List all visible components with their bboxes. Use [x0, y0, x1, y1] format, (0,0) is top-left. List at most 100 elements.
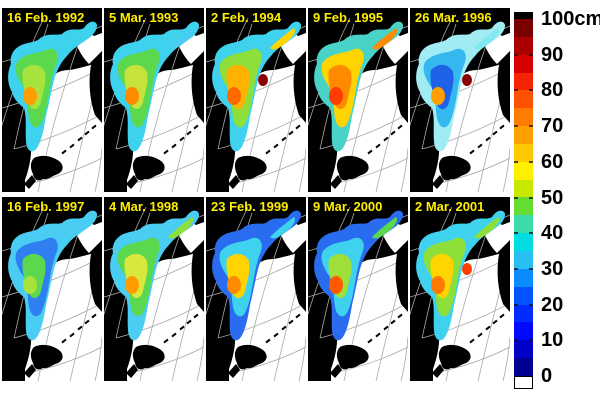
map-panel: 2 Mar. 2001 — [410, 197, 510, 381]
kuril-islands — [469, 124, 505, 155]
colorbar-segment — [514, 126, 533, 144]
sea-ice-layer — [314, 210, 404, 341]
colorbar-segment — [514, 90, 533, 109]
kuril-islands — [61, 313, 97, 344]
colorbar-segment — [514, 304, 533, 323]
base-map-svg — [410, 197, 510, 381]
sea-ice-arm — [474, 28, 500, 50]
hokkaido-peninsula-landmass — [228, 175, 240, 189]
sea-ice-hotspot-2 — [258, 263, 268, 275]
colorbar-segment — [514, 215, 533, 234]
hokkaido-landmass — [438, 344, 471, 370]
kamchatka-coast-landmass — [497, 51, 510, 123]
hokkaido-landmass — [438, 155, 471, 181]
base-map-svg — [206, 8, 306, 192]
sea-ice-layer — [8, 210, 98, 341]
sea-ice-arm — [66, 28, 92, 50]
sea-ice-hotspot-2 — [462, 74, 472, 86]
siberia-bottomleft-landmass — [104, 333, 127, 381]
colorbar-segment — [514, 268, 533, 287]
colorbar-bottom-cap — [514, 375, 533, 389]
colorbar-segment — [514, 161, 533, 180]
hokkaido-landmass — [234, 155, 267, 181]
sea-ice-layer — [416, 21, 506, 152]
map-panel: 4 Mar. 1998 — [104, 197, 204, 381]
colorbar-segment — [514, 322, 533, 341]
kamchatka-coast-landmass — [395, 51, 408, 123]
map-panel: 26 Mar. 1996 — [410, 8, 510, 192]
colorbar-tick — [529, 125, 533, 128]
siberia-bottomleft-landmass — [206, 144, 229, 192]
hokkaido-peninsula-landmass — [24, 175, 36, 189]
hokkaido-peninsula-landmass — [24, 364, 36, 378]
colorbar-tick-label: 10 — [541, 329, 564, 352]
sea-ice-hotspot-2 — [462, 263, 472, 275]
sea-ice-arm — [168, 28, 194, 50]
colorbar-tick — [529, 53, 533, 56]
panel-date-label: 4 Mar. 1998 — [109, 199, 179, 214]
sea-ice-hotspot — [329, 87, 343, 105]
siberia-bottomleft-landmass — [2, 333, 25, 381]
kamchatka-coast-landmass — [89, 51, 102, 123]
colorbar-max-label: 100cm — [541, 8, 600, 30]
colorbar-tick-label: 30 — [541, 257, 564, 280]
sea-ice-layer — [416, 210, 506, 341]
panel-date-label: 23 Feb. 1999 — [211, 199, 289, 214]
sea-ice-hotspot-2 — [360, 74, 370, 86]
base-map-svg — [206, 197, 306, 381]
kamchatka-coast-landmass — [191, 51, 204, 123]
hokkaido-landmass — [336, 344, 369, 370]
hokkaido-peninsula-landmass — [126, 364, 138, 378]
sea-ice-arm — [372, 217, 398, 239]
hokkaido-peninsula-landmass — [330, 364, 342, 378]
map-panel: 16 Feb. 1992 — [2, 8, 102, 192]
panel-date-label: 9 Mar. 2000 — [313, 199, 383, 214]
siberia-bottomleft-landmass — [308, 333, 331, 381]
colorbar-tick — [529, 89, 533, 92]
map-panel: 23 Feb. 1999 — [206, 197, 306, 381]
colorbar-segment — [514, 72, 533, 91]
sea-ice-hotspot-2 — [54, 263, 64, 275]
colorbar: 100cm 90 80 70 60 50 40 30 20 10 0 — [514, 8, 600, 394]
base-map-svg — [2, 197, 102, 381]
panel-date-label: 16 Feb. 1992 — [7, 10, 85, 25]
hokkaido-landmass — [30, 344, 63, 370]
sea-ice-layer — [110, 21, 200, 152]
sea-ice-hotspot-2 — [258, 74, 268, 86]
map-panel: 16 Feb. 1997 — [2, 197, 102, 381]
sea-ice-hotspot — [227, 87, 241, 105]
kamchatka-coast-landmass — [395, 240, 408, 312]
hokkaido-peninsula-landmass — [432, 364, 444, 378]
panel-date-label: 5 Mar. 1993 — [109, 10, 179, 25]
base-map-svg — [308, 8, 408, 192]
panel-date-label: 9 Feb. 1995 — [313, 10, 384, 25]
colorbar-segment — [514, 340, 533, 359]
colorbar-tick — [514, 89, 518, 92]
kuril-islands — [469, 313, 505, 344]
hokkaido-landmass — [132, 344, 165, 370]
kamchatka-coast-landmass — [497, 240, 510, 312]
colorbar-tick-label: 40 — [541, 222, 564, 245]
siberia-bottomleft-landmass — [2, 144, 25, 192]
colorbar-segment — [514, 197, 533, 216]
sea-ice-hotspot-2 — [156, 263, 166, 275]
colorbar-tick — [514, 267, 518, 270]
colorbar-tick — [529, 303, 533, 306]
sea-ice-layer — [314, 21, 404, 152]
sea-ice-hotspot-2 — [156, 74, 166, 86]
colorbar-segment — [514, 250, 533, 269]
colorbar-segment — [514, 54, 533, 73]
hokkaido-landmass — [234, 344, 267, 370]
siberia-bottomleft-landmass — [206, 333, 229, 381]
colorbar-tick — [529, 160, 533, 163]
kamchatka-coast-landmass — [293, 240, 306, 312]
colorbar-segment — [514, 143, 533, 162]
kuril-islands — [163, 313, 199, 344]
colorbar-tick — [514, 53, 518, 56]
siberia-bottomleft-landmass — [308, 144, 331, 192]
colorbar-tick — [529, 196, 533, 199]
map-panel-grid: 16 Feb. 1992 — [2, 8, 510, 381]
colorbar-tick — [529, 232, 533, 235]
colorbar-segment — [514, 358, 533, 376]
